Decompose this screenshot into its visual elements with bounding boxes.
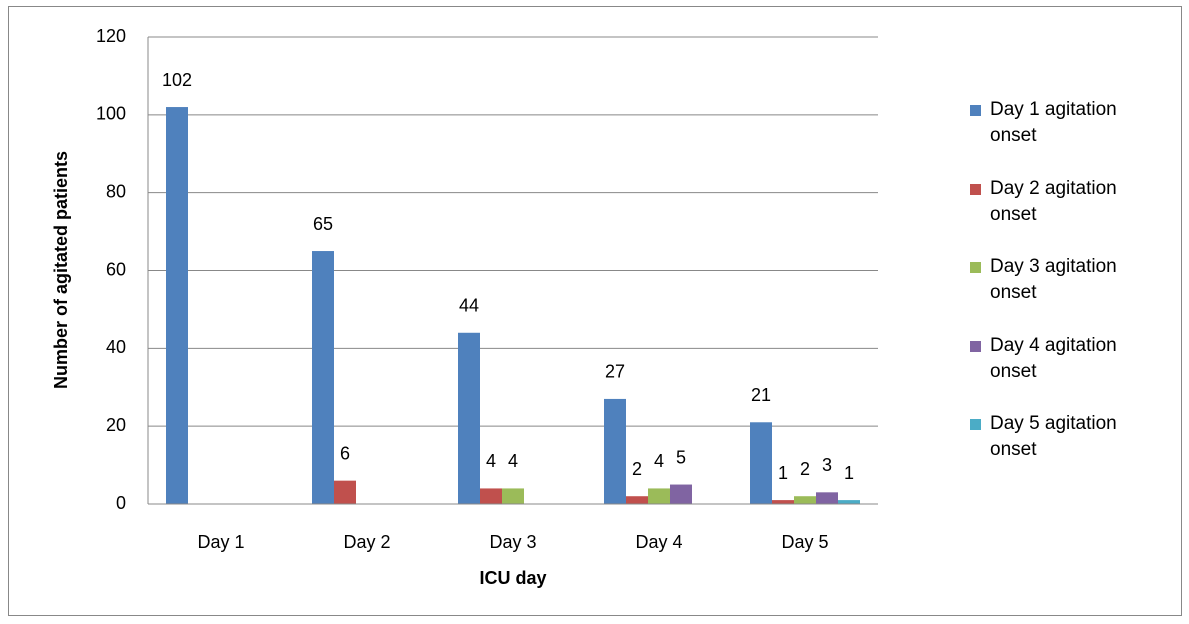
data-label: 3 xyxy=(822,455,832,475)
bar xyxy=(838,500,860,504)
y-tick-label: 40 xyxy=(106,337,126,357)
data-label: 2 xyxy=(800,459,810,479)
x-tick-label: Day 3 xyxy=(489,532,536,552)
y-tick-label: 20 xyxy=(106,415,126,435)
bar xyxy=(604,398,626,504)
data-label: 4 xyxy=(654,451,664,471)
legend-swatch xyxy=(970,340,981,352)
legend-label: Day 2 agitation onset xyxy=(990,177,1117,225)
x-tick-label: Day 2 xyxy=(343,532,390,552)
bar xyxy=(670,484,692,504)
bar xyxy=(772,500,794,504)
legend-swatch xyxy=(970,419,981,430)
x-tick-label: Day 1 xyxy=(197,532,244,552)
legend-item: Day 3 agitation onset xyxy=(970,254,1160,306)
legend-swatch xyxy=(970,262,981,273)
x-tick-label: Day 4 xyxy=(635,532,682,552)
legend-label: Day 4 agitation onset xyxy=(990,334,1117,382)
bar xyxy=(480,488,502,504)
legend-swatch xyxy=(970,183,981,195)
bar xyxy=(626,496,648,504)
bar xyxy=(648,488,670,504)
bar xyxy=(502,488,524,504)
bar xyxy=(458,332,480,504)
data-label: 21 xyxy=(751,385,771,405)
data-label: 4 xyxy=(508,451,518,471)
data-label: 102 xyxy=(162,70,192,90)
bar xyxy=(816,492,838,504)
bar xyxy=(166,107,188,505)
legend-item: Day 4 agitation onset xyxy=(970,333,1160,385)
legend-label: Day 3 agitation onset xyxy=(990,256,1117,303)
y-tick-label: 80 xyxy=(106,181,126,201)
data-label: 1 xyxy=(844,463,854,483)
legend-swatch xyxy=(970,105,981,116)
y-tick-label: 0 xyxy=(116,493,126,513)
chart-border xyxy=(8,6,1182,616)
data-label: 27 xyxy=(605,362,625,382)
y-tick-label: 120 xyxy=(96,26,126,46)
legend-item: Day 1 agitation onset xyxy=(970,97,1160,149)
legend-label: Day 5 agitation onset xyxy=(990,413,1117,460)
data-label: 44 xyxy=(459,296,479,316)
data-label: 4 xyxy=(486,451,496,471)
data-label: 5 xyxy=(676,447,686,467)
x-axis-title: ICU day xyxy=(479,568,546,588)
bar xyxy=(312,251,334,504)
legend-item: Day 5 agitation onset xyxy=(970,411,1160,463)
data-label: 2 xyxy=(632,459,642,479)
data-label: 65 xyxy=(313,214,333,234)
data-label: 6 xyxy=(340,443,350,463)
legend-label: Day 1 agitation onset xyxy=(990,99,1117,146)
data-label: 1 xyxy=(778,463,788,483)
y-tick-label: 60 xyxy=(106,259,126,279)
x-tick-label: Day 5 xyxy=(781,532,828,552)
bar xyxy=(334,480,356,504)
legend-item: Day 2 agitation onset xyxy=(970,176,1160,228)
bar xyxy=(794,496,816,504)
bar xyxy=(750,422,772,504)
y-tick-label: 100 xyxy=(96,104,126,124)
y-axis-title: Number of agitated patients xyxy=(51,151,71,389)
